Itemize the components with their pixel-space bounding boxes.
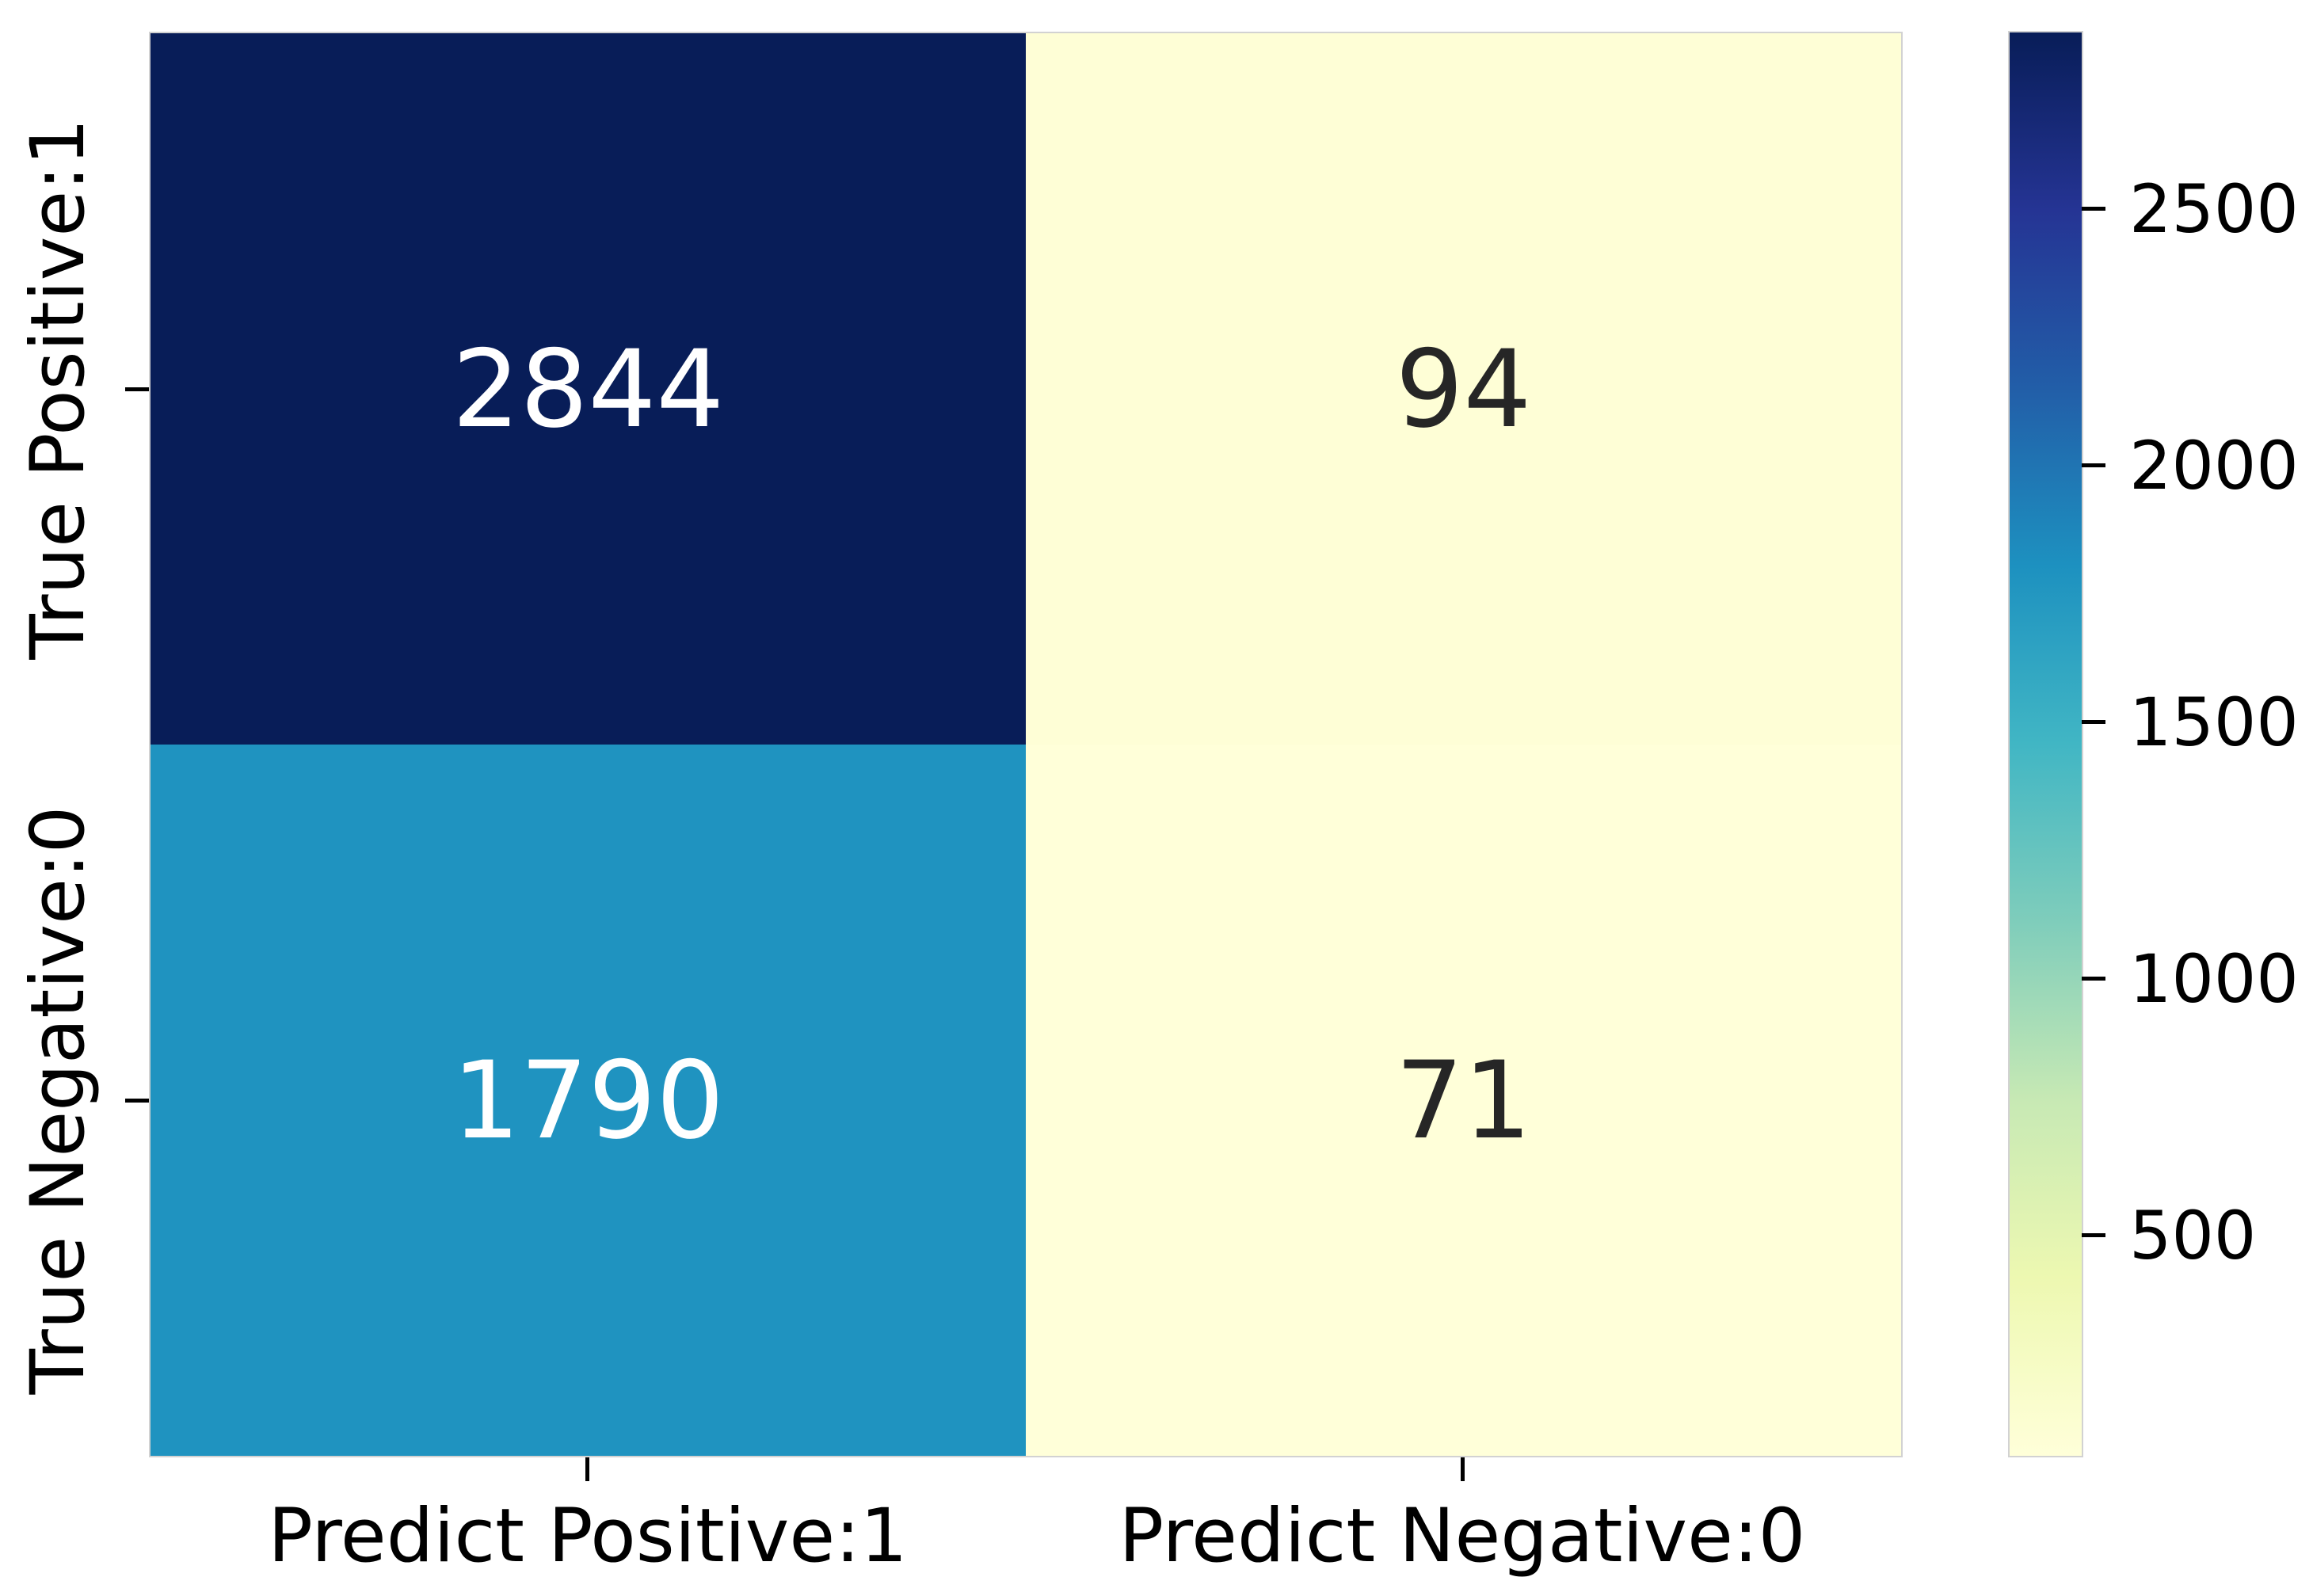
- y-axis-tick-mark: [125, 387, 149, 391]
- colorbar-tick-mark: [2082, 720, 2105, 725]
- colorbar-tick-mark: [2082, 1233, 2105, 1238]
- x-axis-tick-mark: [1461, 1457, 1465, 1481]
- colorbar-tick-mark: [2082, 977, 2105, 981]
- y-axis-label-true-positive: True Positive:1: [15, 118, 101, 660]
- colorbar: 2500 2000 1500 1000 500: [2008, 31, 2299, 1457]
- x-axis-tick-mark: [585, 1457, 589, 1481]
- heatmap-cell-true-negative-predict-negative: 71: [1026, 745, 1901, 1456]
- colorbar-tick-label: 500: [2129, 1196, 2257, 1274]
- heatmap-cell-true-negative-predict-positive: 1790: [151, 745, 1026, 1456]
- colorbar-gradient: [2008, 31, 2083, 1457]
- x-axis-label-predict-negative: Predict Negative:0: [1118, 1493, 1806, 1579]
- heatmap-cell-true-positive-predict-negative: 94: [1026, 33, 1901, 745]
- cell-value: 2844: [452, 326, 725, 451]
- x-axis-label-predict-positive: Predict Positive:1: [268, 1493, 908, 1579]
- cell-value: 71: [1395, 1038, 1532, 1163]
- colorbar-tick-label: 2000: [2129, 426, 2299, 505]
- cell-value: 1790: [452, 1038, 725, 1163]
- cell-value: 94: [1395, 326, 1532, 451]
- heatmap-cell-true-positive-predict-positive: 2844: [151, 33, 1026, 745]
- y-axis-tick-mark: [125, 1099, 149, 1103]
- y-axis-label-true-negative: True Negative:0: [15, 806, 101, 1395]
- colorbar-tick-label: 1000: [2129, 939, 2299, 1018]
- heatmap-plot-area: 2844 94 1790 71: [149, 32, 1903, 1457]
- colorbar-tick-mark: [2082, 207, 2105, 211]
- colorbar-tick-label: 1500: [2129, 683, 2299, 761]
- colorbar-tick-label: 2500: [2129, 170, 2299, 248]
- colorbar-tick-mark: [2082, 463, 2105, 468]
